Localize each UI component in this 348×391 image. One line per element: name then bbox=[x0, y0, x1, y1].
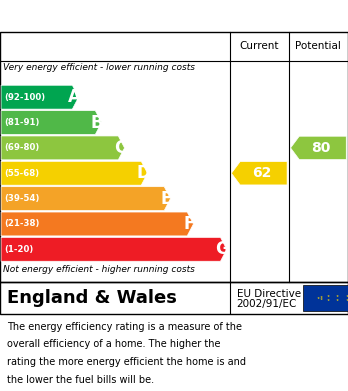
Text: D: D bbox=[136, 164, 150, 182]
Text: ★: ★ bbox=[326, 294, 330, 298]
Text: the lower the fuel bills will be.: the lower the fuel bills will be. bbox=[7, 375, 154, 385]
Text: The energy efficiency rating is a measure of the: The energy efficiency rating is a measur… bbox=[7, 322, 242, 332]
Text: ★: ★ bbox=[346, 298, 348, 301]
Text: ★: ★ bbox=[336, 294, 339, 298]
Text: ★: ★ bbox=[326, 298, 330, 301]
Text: (69-80): (69-80) bbox=[4, 143, 39, 152]
Polygon shape bbox=[1, 136, 125, 160]
Text: E: E bbox=[160, 190, 172, 208]
Text: England & Wales: England & Wales bbox=[7, 289, 177, 307]
Text: B: B bbox=[91, 113, 103, 131]
Polygon shape bbox=[1, 85, 79, 109]
Text: (1-20): (1-20) bbox=[4, 245, 33, 254]
Polygon shape bbox=[1, 212, 193, 236]
Text: 2002/91/EC: 2002/91/EC bbox=[237, 300, 297, 309]
Text: 62: 62 bbox=[252, 166, 271, 180]
Text: F: F bbox=[183, 215, 195, 233]
Text: A: A bbox=[68, 88, 81, 106]
Polygon shape bbox=[1, 187, 171, 210]
Bar bbox=[303, 285, 348, 311]
Polygon shape bbox=[1, 161, 148, 185]
Polygon shape bbox=[1, 111, 102, 135]
Text: Potential: Potential bbox=[295, 41, 341, 51]
Text: Very energy efficient - lower running costs: Very energy efficient - lower running co… bbox=[3, 63, 195, 72]
Text: (92-100): (92-100) bbox=[4, 93, 45, 102]
Text: ★: ★ bbox=[319, 297, 323, 301]
Text: C: C bbox=[114, 139, 126, 157]
Polygon shape bbox=[231, 161, 287, 185]
Text: ★: ★ bbox=[336, 298, 339, 302]
Text: ★: ★ bbox=[319, 295, 323, 299]
Text: ★: ★ bbox=[317, 296, 320, 300]
Text: (55-68): (55-68) bbox=[4, 169, 39, 178]
Text: (81-91): (81-91) bbox=[4, 118, 40, 127]
Text: (39-54): (39-54) bbox=[4, 194, 40, 203]
Text: overall efficiency of a home. The higher the: overall efficiency of a home. The higher… bbox=[7, 339, 221, 350]
Text: G: G bbox=[215, 240, 229, 258]
Text: ★: ★ bbox=[346, 294, 348, 298]
Text: Current: Current bbox=[239, 41, 279, 51]
Polygon shape bbox=[1, 237, 227, 261]
Text: Energy Efficiency Rating: Energy Efficiency Rating bbox=[69, 9, 279, 23]
Text: Not energy efficient - higher running costs: Not energy efficient - higher running co… bbox=[3, 265, 195, 274]
Polygon shape bbox=[291, 136, 346, 160]
Text: 80: 80 bbox=[311, 141, 331, 155]
Text: rating the more energy efficient the home is and: rating the more energy efficient the hom… bbox=[7, 357, 246, 367]
Text: EU Directive: EU Directive bbox=[237, 289, 301, 299]
Text: (21-38): (21-38) bbox=[4, 219, 40, 228]
